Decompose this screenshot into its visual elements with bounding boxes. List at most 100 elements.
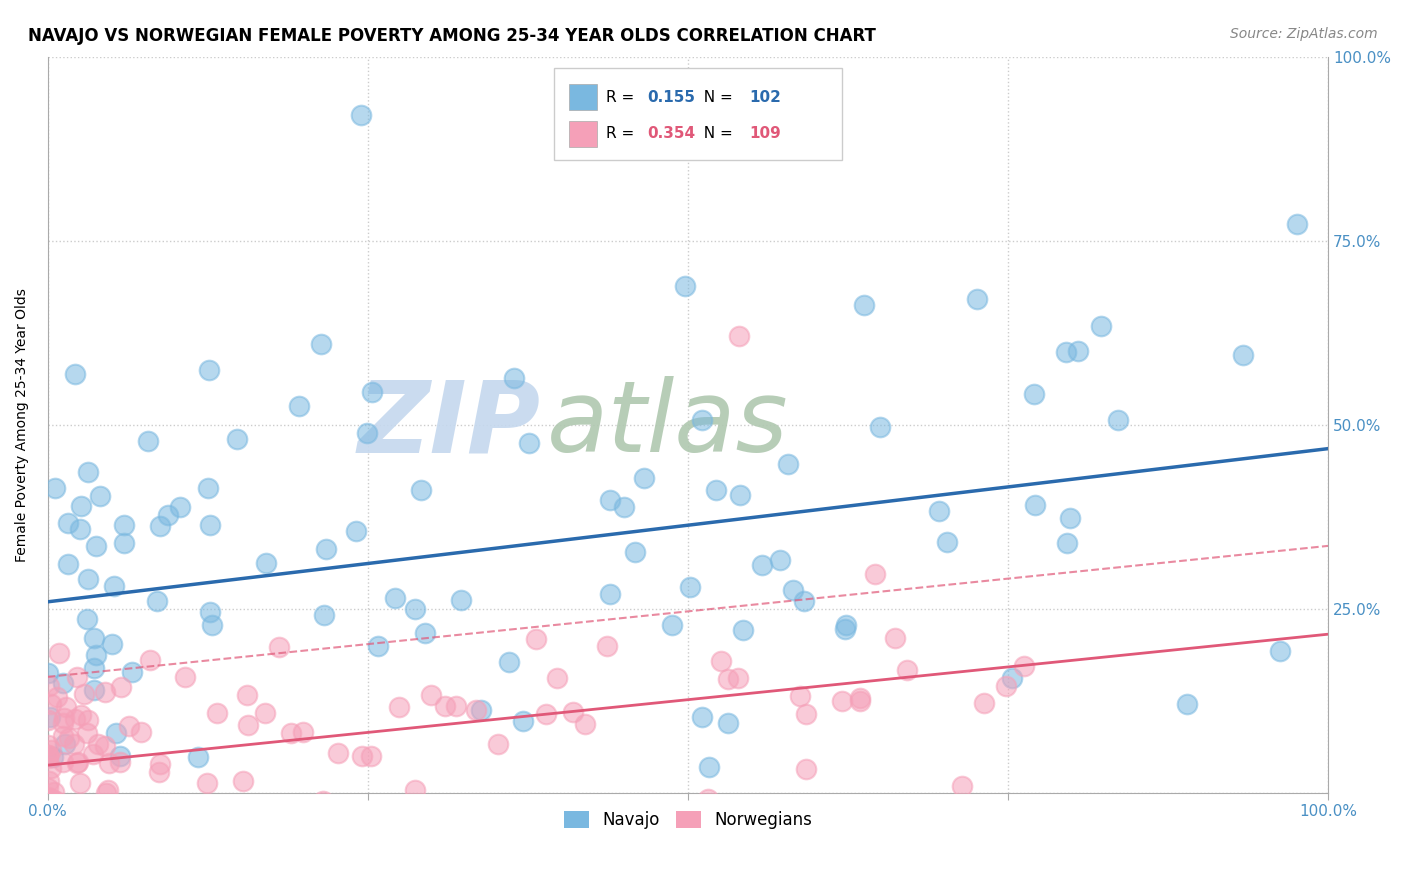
Point [311,337,333,351]
Point [37,805,59,819]
Point [502,371,524,385]
Point [444,698,467,713]
Point [751,558,773,572]
Point [37,713,59,727]
Point [367,639,389,653]
Point [142,833,165,847]
Point [796,762,818,776]
Point [883,631,905,645]
Point [599,586,621,600]
Point [82,747,104,761]
Point [77,572,100,586]
Point [55,700,77,714]
Point [37,666,59,681]
Point [661,617,683,632]
Point [87,737,110,751]
Point [470,703,492,717]
Point [793,594,815,608]
Point [769,553,792,567]
Point [69,708,91,723]
Point [39,697,62,711]
Point [789,690,811,704]
Point [966,292,988,306]
Point [1059,510,1081,524]
Point [73,687,96,701]
Point [384,591,406,605]
FancyBboxPatch shape [554,68,842,160]
Point [350,108,373,122]
Point [104,807,127,822]
Point [195,776,218,790]
Point [253,706,276,720]
Point [118,719,141,733]
Point [727,671,749,685]
Point [247,802,270,816]
Point [235,688,257,702]
Point [1054,345,1077,359]
Point [1175,698,1198,712]
Legend: Navajo, Norwegians: Navajo, Norwegians [557,805,818,836]
Point [994,679,1017,693]
Point [1270,644,1292,658]
Point [70,825,93,839]
Point [108,755,131,769]
Point [360,749,382,764]
Point [411,483,433,497]
Text: 102: 102 [749,90,782,104]
Point [86,797,108,812]
Point [710,655,733,669]
Point [42,750,65,764]
Point [952,780,974,794]
Text: Source: ZipAtlas.com: Source: ZipAtlas.com [1230,27,1378,41]
Y-axis label: Female Poverty Among 25-34 Year Olds: Female Poverty Among 25-34 Year Olds [15,288,30,562]
Point [1232,348,1254,362]
Point [105,725,128,739]
Point [197,481,219,495]
Point [1286,217,1309,231]
Point [512,714,534,728]
Point [69,776,91,790]
Point [534,706,557,721]
Point [973,696,995,710]
Point [37,748,59,763]
Point [90,802,112,816]
Point [415,625,437,640]
Point [69,522,91,536]
Point [267,640,290,654]
Point [63,737,86,751]
Point [52,676,75,690]
Point [291,724,314,739]
Point [52,807,75,822]
Text: NAVAJO VS NORWEGIAN FEMALE POVERTY AMONG 25-34 YEAR OLDS CORRELATION CHART: NAVAJO VS NORWEGIAN FEMALE POVERTY AMONG… [28,27,876,45]
Point [315,542,337,557]
Point [52,755,75,769]
Point [110,680,132,694]
Point [58,558,80,572]
Point [37,859,59,873]
Point [796,706,818,721]
Point [863,567,886,582]
Point [42,822,65,837]
Point [207,706,229,721]
Point [129,724,152,739]
Point [83,632,105,646]
Point [62,859,84,873]
Point [831,694,853,708]
Text: atlas: atlas [547,376,789,473]
Point [690,710,713,724]
Point [1107,413,1129,427]
Text: R =: R = [606,127,640,142]
Point [1022,386,1045,401]
Point [56,857,79,871]
Point [307,822,329,837]
Point [782,582,804,597]
Point [1056,536,1078,550]
Point [52,716,75,731]
Point [52,729,75,743]
Point [633,471,655,485]
Point [517,436,540,450]
Point [63,368,86,382]
Point [613,500,636,514]
Point [599,492,621,507]
Point [280,726,302,740]
